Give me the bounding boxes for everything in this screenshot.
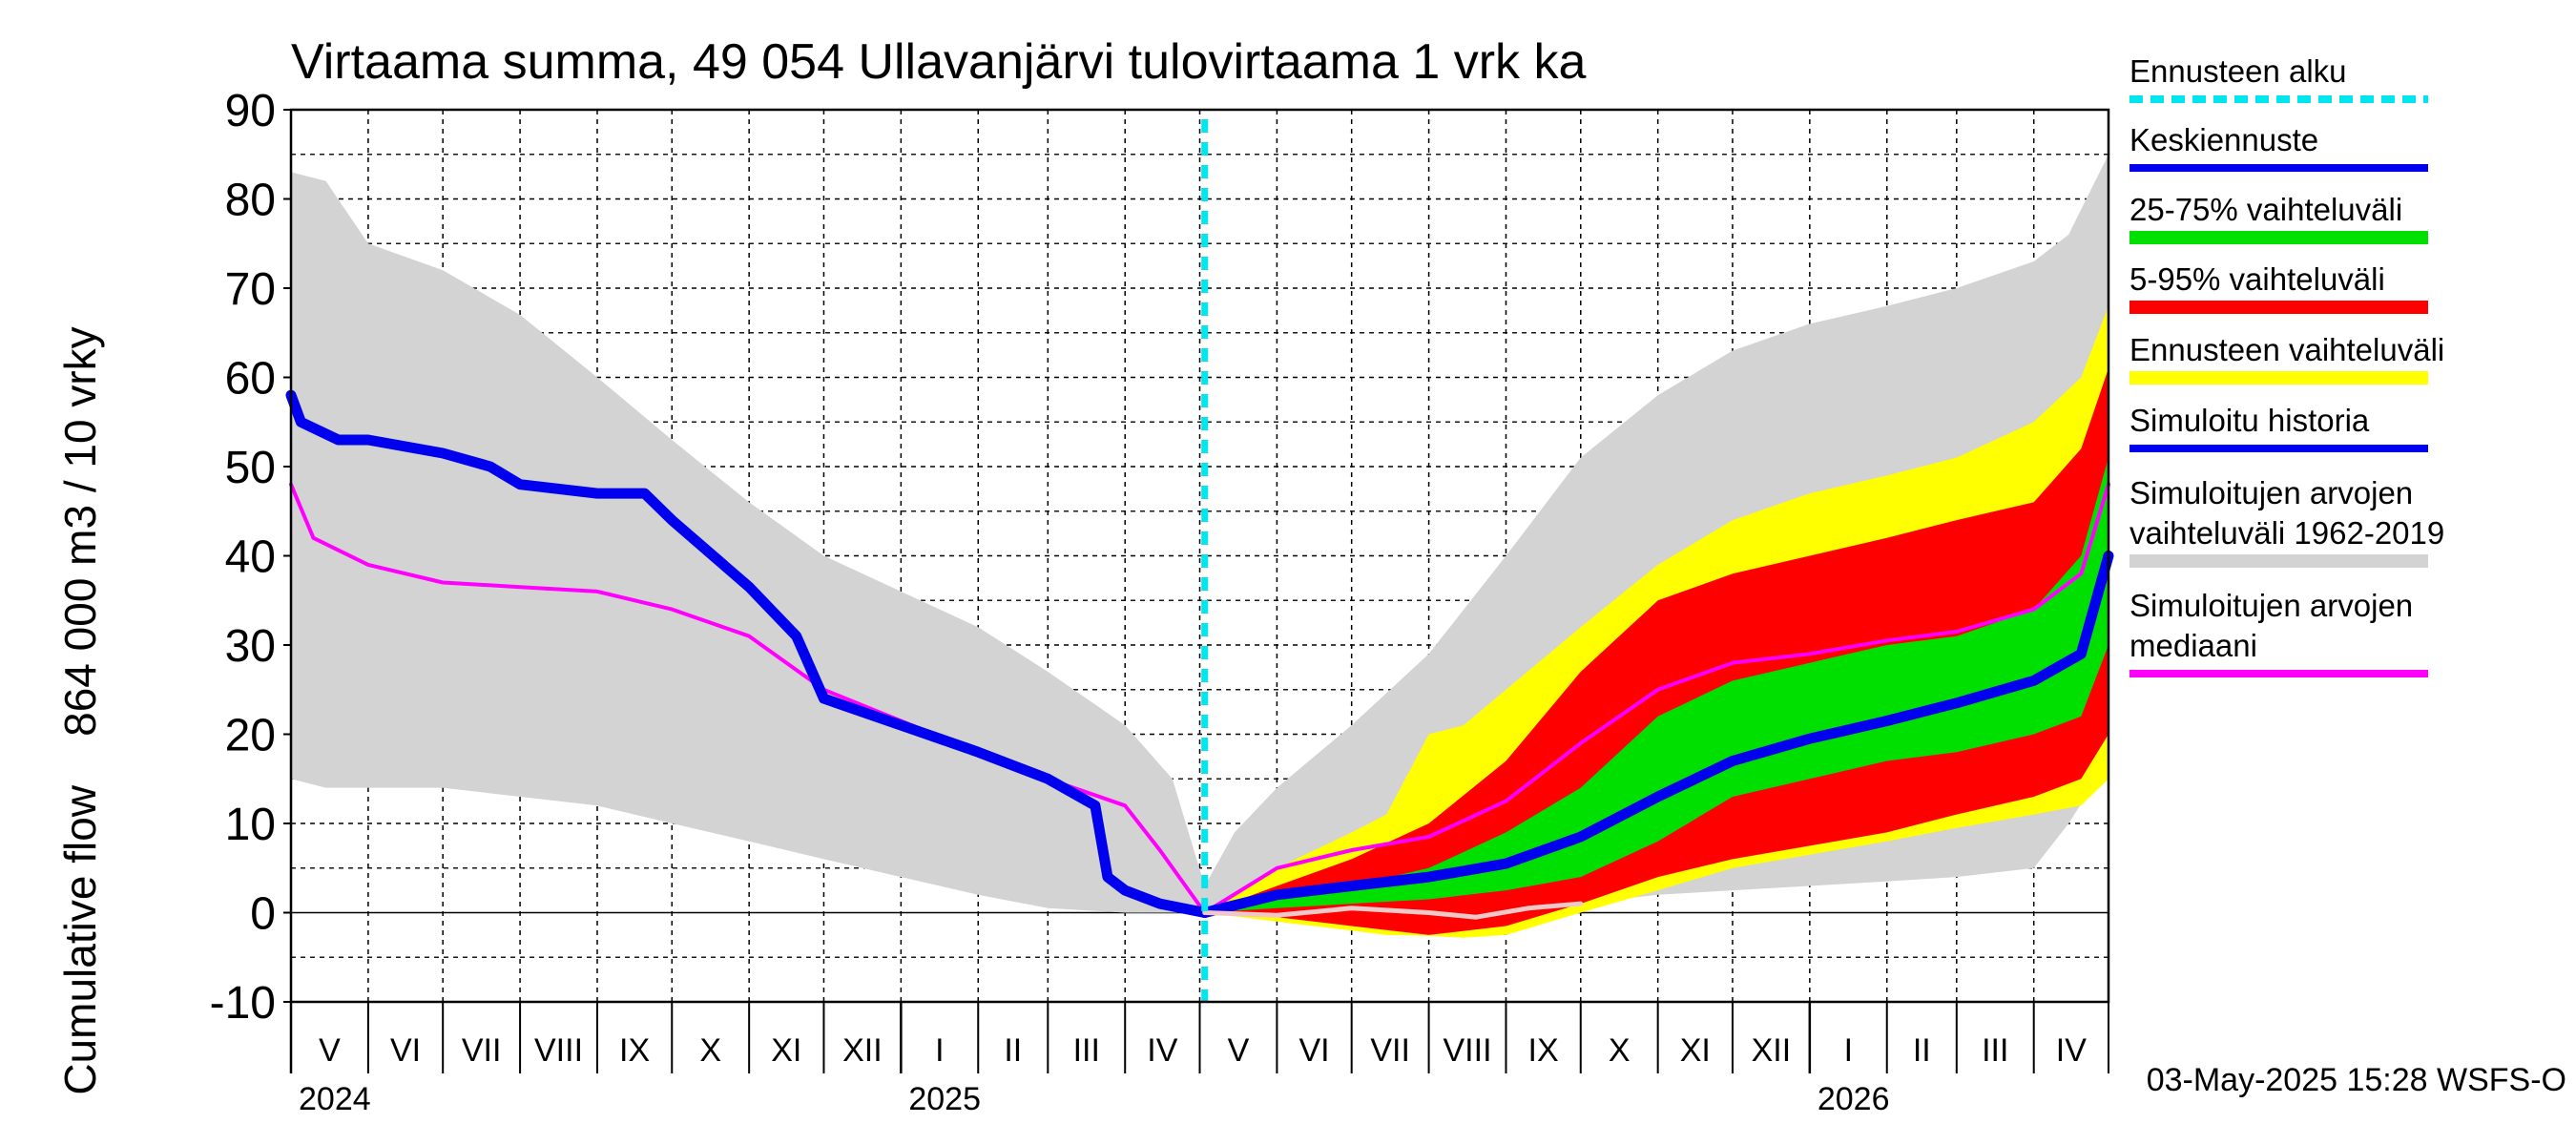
month-label: IX — [1528, 1032, 1559, 1069]
legend-label: Simuloitujen arvojen — [2129, 475, 2413, 510]
legend-label: Simuloitujen arvojen — [2129, 588, 2413, 623]
legend-label: vaihteluväli 1962-2019 — [2129, 515, 2444, 551]
y-tick-label: 0 — [250, 889, 276, 940]
month-label: VIII — [1444, 1032, 1492, 1069]
month-label: V — [319, 1032, 341, 1069]
month-label: X — [699, 1032, 721, 1069]
y-tick-label: -10 — [210, 978, 276, 1029]
legend-label: Keskiennuste — [2129, 122, 2318, 157]
y-tick-label: 90 — [225, 86, 276, 136]
band-2 — [1204, 368, 2109, 935]
bands — [291, 154, 2109, 938]
month-label: VIII — [534, 1032, 583, 1069]
legend: Ennusteen alku Keskiennuste 25-75% vaihtel… — [2129, 53, 2444, 677]
legend-label: 25-75% vaihteluväli — [2129, 192, 2402, 227]
series-line — [289, 482, 2110, 915]
month-label: VII — [462, 1032, 502, 1069]
month-label: II — [1004, 1032, 1022, 1069]
year-label: 2026 — [1818, 1081, 1890, 1117]
legend-label: Ennusteen alku — [2129, 53, 2347, 89]
band-3 — [1204, 457, 2109, 913]
month-label: VI — [1298, 1032, 1329, 1069]
y-tick-label: 20 — [225, 711, 276, 761]
month-label: V — [1228, 1032, 1250, 1069]
month-label: III — [1982, 1032, 2008, 1069]
legend-label: Ennusteen vaihteluväli — [2129, 332, 2444, 367]
month-label: IX — [619, 1032, 650, 1069]
year-label: 2024 — [299, 1081, 371, 1117]
y-tick-label: 50 — [225, 443, 276, 493]
month-label: XII — [1752, 1032, 1792, 1069]
legend-label: Simuloitu historia — [2129, 403, 2370, 438]
year-label: 2025 — [908, 1081, 981, 1117]
month-label: III — [1073, 1032, 1100, 1069]
month-label: I — [1844, 1032, 1853, 1069]
legend-label: 5-95% vaihteluväli — [2129, 261, 2385, 297]
month-label: XI — [771, 1032, 801, 1069]
grid — [291, 110, 2109, 1002]
footer-timestamp: 03-May-2025 15:28 WSFS-O — [2147, 1062, 2566, 1098]
series-line — [285, 389, 1211, 918]
legend-label: mediaani — [2129, 628, 2257, 663]
month-label: XII — [842, 1032, 883, 1069]
y-tick-label: 80 — [225, 176, 276, 226]
month-label: VII — [1370, 1032, 1410, 1069]
month-label: IV — [2056, 1032, 2087, 1069]
month-label: IV — [1147, 1032, 1177, 1069]
chart-title: Virtaama summa, 49 054 Ullavanjärvi tulo… — [291, 34, 1586, 90]
month-label: I — [935, 1032, 944, 1069]
y-tick-label: 70 — [225, 264, 276, 315]
y-tick-label: 10 — [225, 800, 276, 850]
series-line — [1202, 901, 1584, 920]
y-tick-label: 40 — [225, 532, 276, 583]
y-tick-label: 60 — [225, 354, 276, 405]
y-axis-label: Cumulative flow 864 000 m3 / 10 vrky — [55, 326, 105, 1094]
series-line — [1199, 551, 2114, 918]
month-label: II — [1913, 1032, 1931, 1069]
y-tick-label: 30 — [225, 621, 276, 672]
lines — [285, 119, 2114, 1002]
month-label: XI — [1680, 1032, 1711, 1069]
month-label: X — [1609, 1032, 1631, 1069]
month-label: VI — [390, 1032, 421, 1069]
